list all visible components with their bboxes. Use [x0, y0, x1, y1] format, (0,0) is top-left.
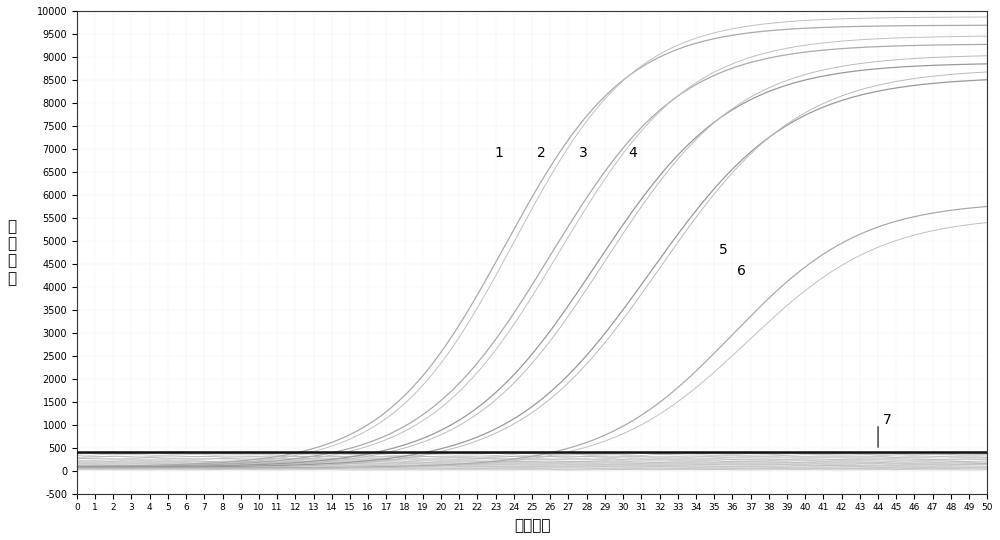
X-axis label: 循环次数: 循环次数: [514, 518, 550, 533]
Text: 5: 5: [719, 243, 728, 257]
Y-axis label: 信
号
强
度: 信 号 强 度: [7, 219, 16, 286]
Text: 4: 4: [628, 146, 637, 160]
Text: 7: 7: [883, 413, 892, 427]
Text: 6: 6: [737, 264, 746, 278]
Text: 2: 2: [537, 146, 546, 160]
Text: 1: 1: [495, 146, 504, 160]
Text: 3: 3: [579, 146, 587, 160]
